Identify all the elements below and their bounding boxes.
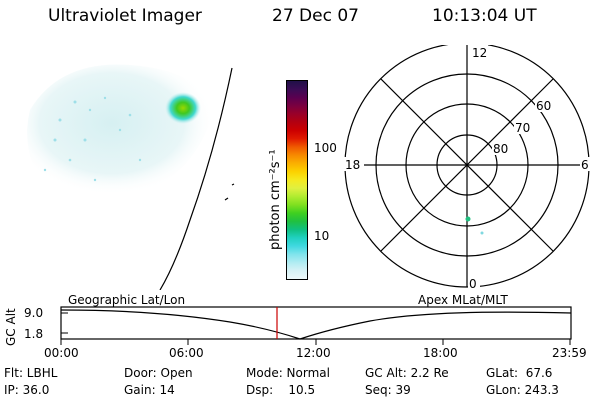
info-gain: Gain: 14 xyxy=(124,383,175,397)
timeline-x-tick-1800: 18:00 xyxy=(423,346,458,360)
mlt-label-0: 0 xyxy=(469,277,477,290)
info-glon: GLon: 243.3 xyxy=(486,383,559,397)
info-seq: Seq: 39 xyxy=(365,383,411,397)
timeline-x-tick-2359: 23:59 xyxy=(552,346,587,360)
lat-label-70: 70 xyxy=(515,121,530,135)
info-mode: Mode: Normal xyxy=(246,366,330,380)
timeline-left-caption: Geographic Lat/Lon xyxy=(68,293,186,307)
info-gc-alt: GC Alt: 2.2 Re xyxy=(365,366,449,380)
colorbar-unit-label: photon cm⁻²s⁻¹ xyxy=(268,149,283,250)
instrument-title: Ultraviolet Imager xyxy=(48,6,202,26)
polar-plot: 12 18 6 0 60 70 80 xyxy=(344,45,592,290)
aurora-bright-spot xyxy=(165,92,201,124)
time-label: 10:13:04 UT xyxy=(432,6,537,26)
color-scale-bar xyxy=(286,80,308,280)
altitude-timeline xyxy=(60,306,572,345)
timeline-right-caption: Apex MLat/MLT xyxy=(418,293,508,307)
timeline-x-tick-1200: 12:00 xyxy=(296,346,331,360)
orbit-altitude-curve xyxy=(60,309,572,340)
mlt-label-12: 12 xyxy=(472,46,487,60)
uv-image-panel xyxy=(27,64,235,290)
earth-limb-line xyxy=(159,67,233,290)
info-ip: IP: 36.0 xyxy=(4,383,50,397)
timeline-y-tick-9: 9.0 xyxy=(24,306,44,320)
timeline-y-tick-1-8: 1.8 xyxy=(24,327,44,341)
mlt-label-6: 6 xyxy=(581,158,589,172)
colorbar-tick-100: 100 xyxy=(314,141,337,155)
mlt-label-18: 18 xyxy=(345,158,360,172)
info-door: Door: Open xyxy=(124,366,193,380)
timeline-y-label: GC Alt xyxy=(4,308,18,346)
info-flt: Flt: LBHL xyxy=(4,366,58,380)
date-label: 27 Dec 07 xyxy=(272,6,359,26)
timeline-x-tick-0000: 00:00 xyxy=(44,346,79,360)
lat-label-60: 60 xyxy=(536,99,551,113)
timeline-x-tick-0600: 06:00 xyxy=(169,346,204,360)
lat-label-80: 80 xyxy=(493,142,508,156)
emission-speckles xyxy=(43,96,142,182)
colorbar-tick-10: 10 xyxy=(314,229,330,243)
info-glat: GLat: 67.6 xyxy=(486,366,553,380)
polar-emission-point xyxy=(465,216,471,222)
polar-diagonal-2 xyxy=(380,78,554,252)
info-dsp: Dsp: 10.5 xyxy=(246,383,316,397)
